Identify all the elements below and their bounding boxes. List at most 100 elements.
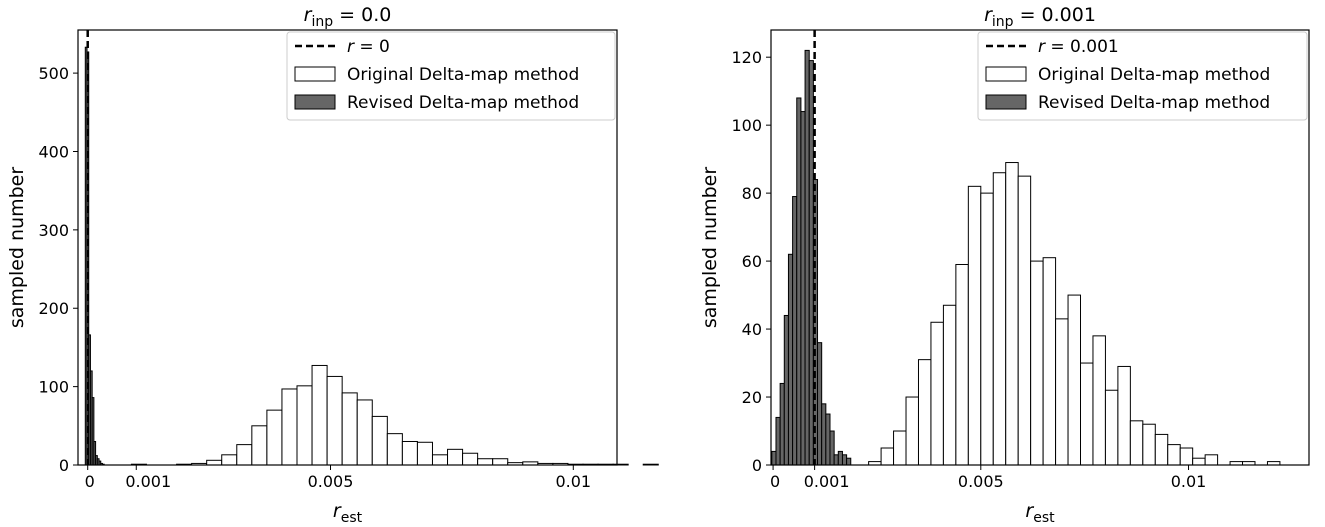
y-tick-label: 80: [742, 184, 762, 203]
original-histogram-bar: [477, 458, 494, 466]
revised-histogram-bar: [846, 457, 852, 466]
x-tick-label: 0.01: [555, 472, 591, 491]
revised-histogram-bar: [787, 253, 794, 466]
legend-label-tail: = 0.001: [1045, 37, 1119, 57]
x-tick-label: 0: [770, 472, 780, 491]
y-tick-label: 0: [59, 456, 69, 475]
revised-histogram-bar: [804, 49, 810, 466]
original-histogram-bar: [905, 396, 919, 466]
y-axis-label: sampled number: [6, 167, 28, 329]
original-histogram-bar: [356, 399, 373, 466]
chart-title-main: r: [984, 4, 993, 26]
original-histogram-bar: [401, 440, 418, 466]
original-histogram-bar: [236, 444, 253, 466]
original-histogram-bar: [1154, 433, 1169, 466]
original-histogram-bar: [1092, 335, 1106, 466]
original-histogram-bar: [1104, 389, 1119, 466]
original-histogram-bar: [447, 448, 464, 466]
legend-bar-swatch: [294, 66, 336, 82]
original-histogram-bar: [992, 172, 1007, 466]
panel-right: 0 0.001 0.005 0.01 0 20 40 60 80 100 120 sampled nu…: [699, 4, 1310, 526]
original-histogram-bar: [492, 458, 509, 466]
revised-histogram-bar: [800, 111, 806, 466]
x-axis-label-main: r: [1025, 500, 1034, 522]
plot-frame: [77, 29, 618, 466]
legend-label: Original Delta-map method: [347, 65, 579, 85]
revised-histogram-bar: [775, 416, 781, 466]
original-histogram-bar: [893, 430, 907, 466]
chart-title-tail: = 0.0: [333, 4, 391, 26]
plot-frame: [770, 29, 1310, 466]
x-axis-label: rest: [333, 500, 363, 526]
chart-title-main: r: [304, 4, 313, 26]
revised-histogram-bar: [783, 314, 789, 466]
original-histogram-bar: [341, 392, 358, 466]
x-tick-label: 0.01: [1171, 472, 1207, 491]
chart-title-tail: = 0.001: [1014, 4, 1096, 26]
original-histogram-bar: [1204, 454, 1219, 466]
legend-box: [977, 31, 1308, 121]
revised-histogram-bar: [796, 97, 802, 466]
original-histogram-bar: [326, 375, 343, 466]
y-tick-label: 20: [742, 388, 762, 407]
original-histogram-bar: [206, 459, 223, 466]
revised-histogram-bar: [841, 454, 848, 466]
original-histogram-bar: [955, 263, 969, 466]
legend-label-main: r: [347, 37, 355, 57]
y-tick-label: 40: [742, 320, 762, 339]
original-histogram-bar: [1192, 457, 1206, 466]
x-axis-label-sub: est: [1033, 510, 1055, 526]
original-histogram-bar: [281, 388, 298, 466]
y-tick-label: 100: [38, 378, 69, 397]
original-histogram-bar: [1129, 420, 1144, 466]
y-tick-label: 60: [742, 252, 762, 271]
original-histogram-bar: [431, 454, 449, 466]
legend-label: Original Delta-map method: [1038, 65, 1270, 85]
revised-histogram-bar: [825, 413, 831, 466]
y-tick-label: 200: [38, 299, 69, 318]
legend-label: r = 0: [347, 37, 390, 57]
original-histogram-bar: [1017, 175, 1032, 466]
y-tick-label: 120: [731, 48, 762, 67]
x-tick-label: 0.005: [958, 472, 1004, 491]
legend: r = 0.001 Original Delta-map method Revise…: [977, 31, 1308, 121]
y-tick-label: 500: [38, 64, 69, 83]
original-histogram-bar: [1117, 365, 1131, 466]
original-histogram-bar: [1042, 257, 1057, 466]
original-histogram-bar: [371, 415, 388, 466]
legend-label-main: r: [1038, 37, 1046, 57]
original-histogram-bar: [1005, 162, 1019, 466]
original-histogram-bar: [1055, 318, 1069, 466]
legend-label: Revised Delta-map method: [1038, 93, 1270, 113]
original-histogram-bar: [416, 441, 433, 466]
original-histogram-bar: [942, 304, 957, 466]
original-histogram-bar: [1067, 294, 1082, 466]
original-histogram-bar: [930, 321, 944, 466]
original-histogram-bar: [251, 425, 268, 466]
original-histogram-bar: [462, 452, 479, 466]
original-histogram-bar: [880, 447, 895, 466]
revised-histogram-bar: [779, 382, 785, 466]
x-axis-label: rest: [1025, 500, 1055, 526]
y-tick-label: 300: [38, 221, 69, 240]
y-axis-label: sampled number: [699, 167, 721, 329]
panel-left: 0 0.001 0.005 0.01 0 100 200 300 400 500 sampled n…: [6, 4, 659, 526]
original-histogram-bar: [296, 385, 313, 466]
legend-label-tail: = 0: [354, 37, 390, 57]
x-tick-label: 0.001: [125, 472, 171, 491]
legend: r = 0 Original Delta-map method Revised De…: [286, 31, 616, 121]
revised-histogram-bar: [837, 450, 843, 466]
original-histogram-bar: [1179, 447, 1194, 466]
original-histogram-bar: [967, 185, 982, 466]
original-histogram-bar: [917, 359, 932, 466]
y-tick-label: 100: [731, 116, 762, 135]
original-histogram-bar: [266, 409, 283, 466]
original-histogram-bar: [1167, 444, 1181, 466]
x-tick-label: 0.005: [308, 472, 354, 491]
original-histogram-bar: [221, 454, 238, 466]
revised-histogram-bar: [771, 450, 777, 466]
legend-bar-swatch: [985, 66, 1027, 82]
original-histogram-bar: [1142, 423, 1156, 466]
y-tick-label: 400: [38, 142, 69, 161]
